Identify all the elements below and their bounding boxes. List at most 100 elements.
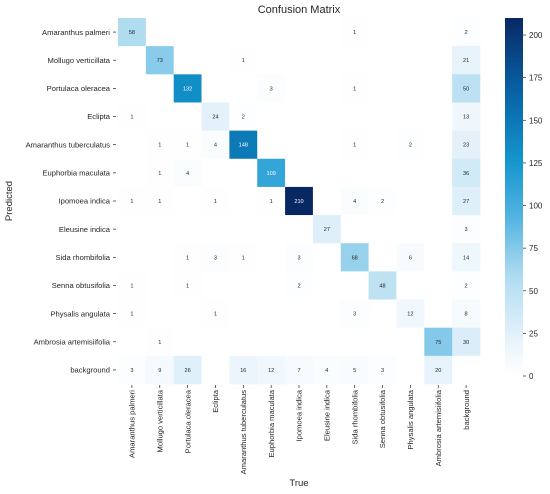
heatmap-cell: [368, 102, 397, 131]
row-tick-label: background: [70, 366, 110, 375]
heatmap-cell: [201, 74, 230, 103]
heatmap-cell: [424, 130, 453, 160]
heatmap-cell: [285, 46, 314, 75]
cell-value-label: 1: [242, 58, 245, 64]
heatmap-cell: [257, 355, 286, 385]
heatmap-cell: [396, 299, 425, 328]
heatmap-cell: [368, 327, 397, 357]
heatmap-cell: [285, 215, 314, 244]
heatmap-cell: [424, 243, 453, 272]
cell-value-label: 3: [353, 312, 356, 318]
cell-value-label: 1: [353, 30, 356, 36]
heatmap-cell: [312, 271, 342, 300]
heatmap-cell: [229, 299, 258, 328]
cell-value-label: 13: [463, 115, 469, 121]
cell-value-label: 58: [129, 30, 135, 36]
column-tick-label: Ambrosia artemisiifolia: [434, 389, 443, 466]
cell-value-label: 1: [130, 312, 133, 318]
heatmap-cell: [312, 186, 342, 216]
cell-value-label: 4: [325, 368, 328, 374]
heatmap-cell: [285, 158, 314, 188]
heatmap-cell: [424, 215, 453, 244]
heatmap-cell: [285, 18, 314, 47]
heatmap-cell: [368, 130, 397, 160]
heatmap-cell: [257, 102, 286, 131]
row-tick-label: Senna obtusifolia: [52, 281, 111, 290]
heatmap-cell: [201, 355, 230, 385]
heatmap-cell: [424, 355, 453, 385]
heatmap-cell: [452, 215, 481, 244]
heatmap-cell: [118, 355, 147, 385]
column-tick-label: Eclipta: [211, 389, 220, 413]
heatmap-cell: [424, 46, 453, 75]
heatmap-cell: [145, 130, 174, 160]
heatmap-cell: [340, 158, 369, 188]
cell-value-label: 3: [297, 255, 300, 261]
heatmap-cell: [173, 102, 202, 131]
heatmap-cell: [118, 158, 147, 188]
heatmap-cell: [145, 271, 174, 300]
cell-value-label: 1: [186, 143, 189, 149]
colorbar-tick-label: 200: [529, 31, 543, 40]
cell-value-label: 26: [185, 368, 191, 374]
heatmap-cell: [396, 271, 425, 300]
heatmap-cell: [340, 327, 369, 357]
row-tick-label: Ipomoea indica: [58, 197, 110, 206]
cell-value-label: 27: [324, 227, 330, 233]
heatmap-cell: [312, 243, 342, 272]
heatmap-cell: [229, 74, 258, 103]
heatmap-cell: [145, 243, 174, 272]
heatmap-cell: [424, 299, 453, 328]
heatmap-cell: [312, 215, 342, 244]
heatmap-cell: [229, 18, 258, 47]
cell-value-label: 2: [409, 143, 412, 149]
heatmap-cell: [396, 158, 425, 188]
heatmap-cell: [145, 355, 174, 385]
cell-value-label: 1: [158, 340, 161, 346]
heatmap-cell: [285, 327, 314, 357]
cell-value-label: 12: [407, 312, 413, 318]
heatmap-cell: [452, 46, 481, 75]
heatmap-cell: [118, 215, 147, 244]
heatmap-cell: [145, 102, 174, 131]
cell-value-label: 148: [239, 143, 248, 149]
heatmap-cell: [257, 271, 286, 300]
heatmap-cell: [201, 46, 230, 75]
heatmap-cell: [173, 130, 202, 160]
heatmap-cell: [173, 271, 202, 300]
heatmap-cell: [145, 46, 174, 75]
cell-value-label: 7: [297, 368, 300, 374]
row-tick-label: Portulaca oleracea: [47, 84, 111, 93]
heatmap-cell: [396, 327, 425, 357]
y-axis-label: Predicted: [4, 181, 15, 221]
heatmap-cell: [340, 74, 369, 103]
heatmap-cell: [173, 158, 202, 188]
heatmap-cell: [424, 271, 453, 300]
heatmap-cell: [312, 327, 342, 357]
row-tick-label: Sida rhombifolia: [56, 253, 111, 262]
heatmap-cell: [396, 186, 425, 216]
heatmap-cell: [257, 18, 286, 47]
row-tick-label: Amaranthus tuberculatus: [26, 140, 111, 149]
heatmap-cell: [452, 158, 481, 188]
cell-value-label: 75: [435, 340, 441, 346]
heatmap-cell: [173, 215, 202, 244]
cell-value-label: 8: [465, 312, 468, 318]
heatmap-cell: [452, 74, 481, 103]
cell-value-label: 1: [242, 255, 245, 261]
heatmap-cell: [145, 18, 174, 47]
heatmap-cell: [424, 74, 453, 103]
row-tick-label: Amaranthus palmeri: [42, 28, 110, 37]
heatmap-cell: [118, 102, 147, 131]
x-axis-label: True: [289, 478, 308, 489]
heatmap-cell: [368, 215, 397, 244]
heatmap-cell: [257, 46, 286, 75]
column-tick-label: Amaranthus palmeri: [128, 390, 137, 458]
heatmap-cell: [229, 271, 258, 300]
heatmap-cell: [340, 18, 369, 47]
row-tick-labels: Amaranthus palmeri Mollugo verticillata Po…: [26, 28, 116, 375]
row-tick-label: Eleusine indica: [59, 225, 111, 234]
heatmap-cell: [452, 327, 481, 357]
cell-value-label: 1: [214, 312, 217, 318]
